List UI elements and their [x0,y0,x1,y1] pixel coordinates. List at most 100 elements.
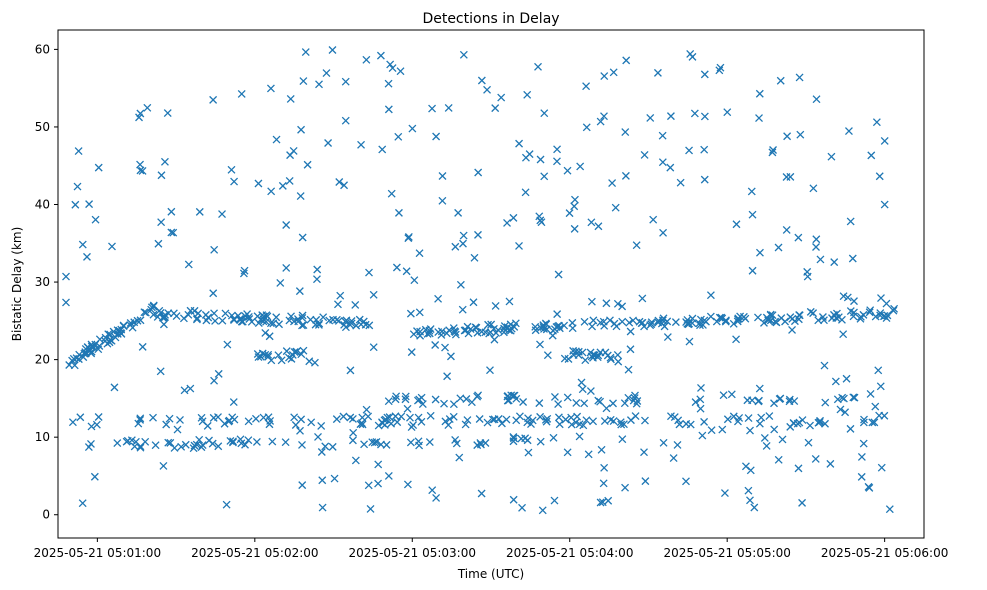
detection-point [762,441,771,450]
detection-point [809,184,818,193]
detection-point [84,443,93,452]
detection-point [812,243,820,251]
detection-point [460,326,469,335]
detection-point [596,498,605,507]
detection-point [484,320,493,329]
detection-point [536,323,545,332]
detection-point [846,307,855,316]
detection-point [553,157,561,166]
detection-point [386,60,395,69]
detection-point [848,254,857,263]
detection-point [136,414,145,423]
detection-point [872,118,881,127]
x-axis-label: Time (UTC) [457,567,524,581]
detection-point [290,413,299,422]
detection-point [428,104,437,113]
detection-point [138,166,147,175]
x-tick-label: 2025-05-21 05:06:00 [821,546,948,560]
detection-point [109,327,118,336]
detection-point [361,320,370,329]
detection-point [432,494,441,502]
y-tick-label: 50 [35,120,50,134]
detection-point [313,265,322,274]
detection-point [663,333,672,342]
detection-point [307,418,316,427]
detection-point [754,397,763,406]
detection-point [849,312,858,321]
detection-point [229,315,238,324]
detection-point [770,425,779,434]
detection-point [346,366,355,375]
detection-point [222,500,231,509]
detection-point [621,128,630,137]
detection-point [609,399,617,408]
detection-point [535,399,544,408]
detection-point [574,351,583,359]
detection-point [755,419,764,428]
detection-point [352,321,361,330]
detection-point [90,472,99,481]
detection-point [384,105,393,114]
detection-point [296,192,305,201]
detection-point [673,440,682,449]
detection-point [536,340,544,349]
detection-point [218,210,226,219]
detection-point [641,416,649,425]
detection-point [85,200,94,209]
detection-point [820,361,829,370]
detection-point [794,233,803,242]
detection-point [239,269,248,278]
detection-point [685,319,694,328]
detection-point [867,151,876,160]
detection-point [426,411,435,420]
detection-point [428,486,437,495]
detection-point [351,300,360,309]
detection-point [180,386,189,395]
detection-point [685,337,694,346]
detection-point [198,417,207,426]
detection-point [626,416,635,425]
detection-point [83,343,92,352]
detection-point [570,202,579,211]
detection-point [700,70,709,79]
detection-point [408,124,417,133]
detection-point [376,51,385,60]
detection-point [830,258,839,267]
detection-point [459,231,468,240]
detection-point [156,308,165,317]
detection-point [202,316,211,325]
detection-point [509,213,518,222]
detection-point [443,372,452,381]
detection-point [561,415,570,424]
detection-point [859,418,868,427]
detection-point [553,145,562,154]
detection-point [555,420,564,429]
detection-point [732,335,741,344]
detection-point [618,302,627,311]
detection-point [374,421,383,430]
detection-point [298,321,306,330]
detection-point [697,383,705,392]
detection-point [292,347,301,356]
detection-point [492,328,501,337]
detection-point [666,412,675,421]
detection-point [153,312,162,321]
detection-point [631,391,639,400]
detection-point [654,316,663,325]
detection-point [765,412,774,420]
detection-point [600,72,609,81]
detection-point [92,420,101,429]
detection-point [733,317,742,326]
detection-point [446,352,455,361]
detection-point [126,321,135,330]
detection-point [437,331,446,339]
detection-point [108,242,116,251]
detection-point [169,228,178,237]
detection-point [880,411,889,420]
detection-point [210,309,219,318]
detection-point [613,350,622,359]
detection-point [606,415,615,424]
detection-point [682,419,691,428]
detection-point [449,324,458,332]
